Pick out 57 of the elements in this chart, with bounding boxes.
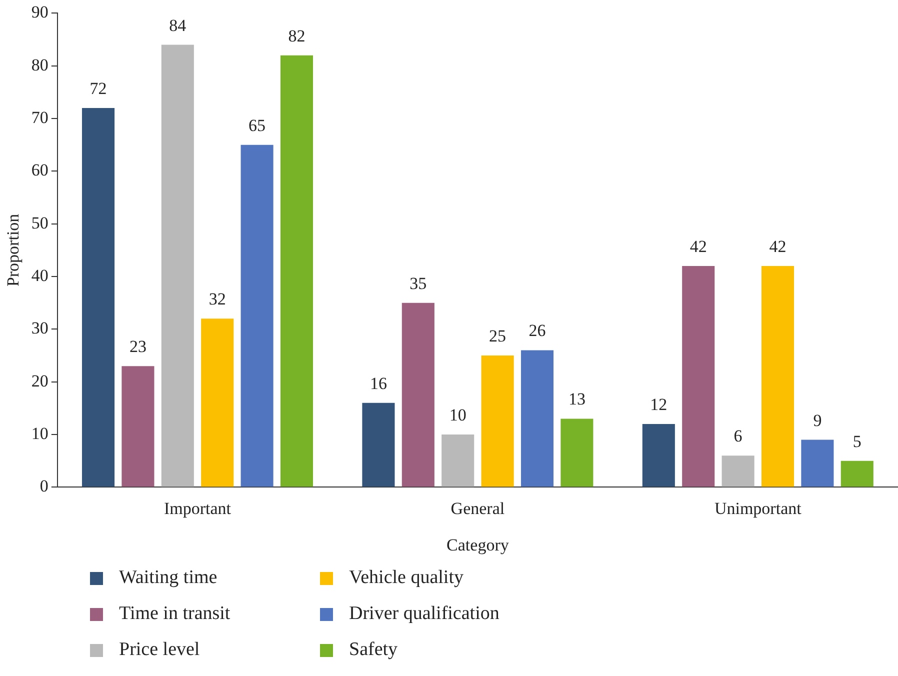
data-label: 16 (370, 374, 387, 393)
x-tick-label: Unimportant (714, 498, 802, 518)
data-label: 84 (169, 16, 187, 35)
data-label: 12 (650, 394, 668, 414)
bar (642, 424, 675, 487)
y-tick-label: 60 (31, 160, 48, 180)
data-label: 6 (734, 426, 742, 446)
y-axis-title: Proportion (4, 213, 23, 287)
data-label: 23 (129, 337, 146, 356)
data-label: 13 (568, 390, 586, 409)
bar (761, 266, 794, 487)
y-tick-label: 20 (31, 371, 48, 390)
bar (362, 402, 395, 487)
data-label: 35 (410, 274, 427, 293)
y-tick-label: 40 (31, 266, 48, 285)
y-tick-label: 70 (31, 108, 48, 127)
legend-label: Safety (349, 639, 398, 661)
bar (161, 44, 194, 487)
legend-label: Price level (119, 639, 200, 661)
y-tick-label: 0 (40, 476, 48, 496)
bar (82, 108, 115, 487)
data-label: 72 (90, 78, 107, 98)
data-label: 9 (813, 410, 822, 430)
y-tick-label: 50 (31, 213, 48, 232)
y-tick-label: 90 (31, 2, 48, 22)
y-tick-label: 30 (31, 318, 48, 338)
legend-label: Time in transit (119, 603, 230, 625)
bar (122, 366, 154, 487)
data-label: 65 (248, 116, 266, 135)
legend-label: Waiting time (119, 567, 218, 589)
data-label: 32 (208, 290, 226, 309)
data-label: 42 (769, 236, 786, 256)
y-tick-label: 10 (31, 424, 48, 443)
y-tick-label: 80 (31, 55, 48, 74)
bar (560, 418, 594, 487)
bar (481, 356, 514, 487)
data-label: 26 (528, 321, 546, 340)
bar (840, 460, 874, 487)
data-label: 42 (690, 236, 707, 256)
bar (801, 440, 834, 487)
data-label: 10 (449, 406, 466, 424)
bar (722, 456, 754, 487)
data-label: 82 (288, 26, 306, 46)
x-tick-label: Important (164, 498, 232, 518)
x-tick-label: General (450, 498, 505, 518)
bar (402, 302, 434, 487)
bar (240, 144, 274, 487)
bar (201, 318, 234, 487)
legend-label: Vehicle quality (349, 567, 464, 589)
data-label: 5 (852, 432, 862, 451)
legend-label: Driver qualification (349, 603, 500, 625)
data-label: 25 (489, 326, 506, 346)
bar (682, 266, 715, 487)
bar (520, 350, 554, 487)
bar (442, 434, 474, 487)
x-axis-title: Category (446, 535, 510, 554)
bar (280, 55, 314, 487)
